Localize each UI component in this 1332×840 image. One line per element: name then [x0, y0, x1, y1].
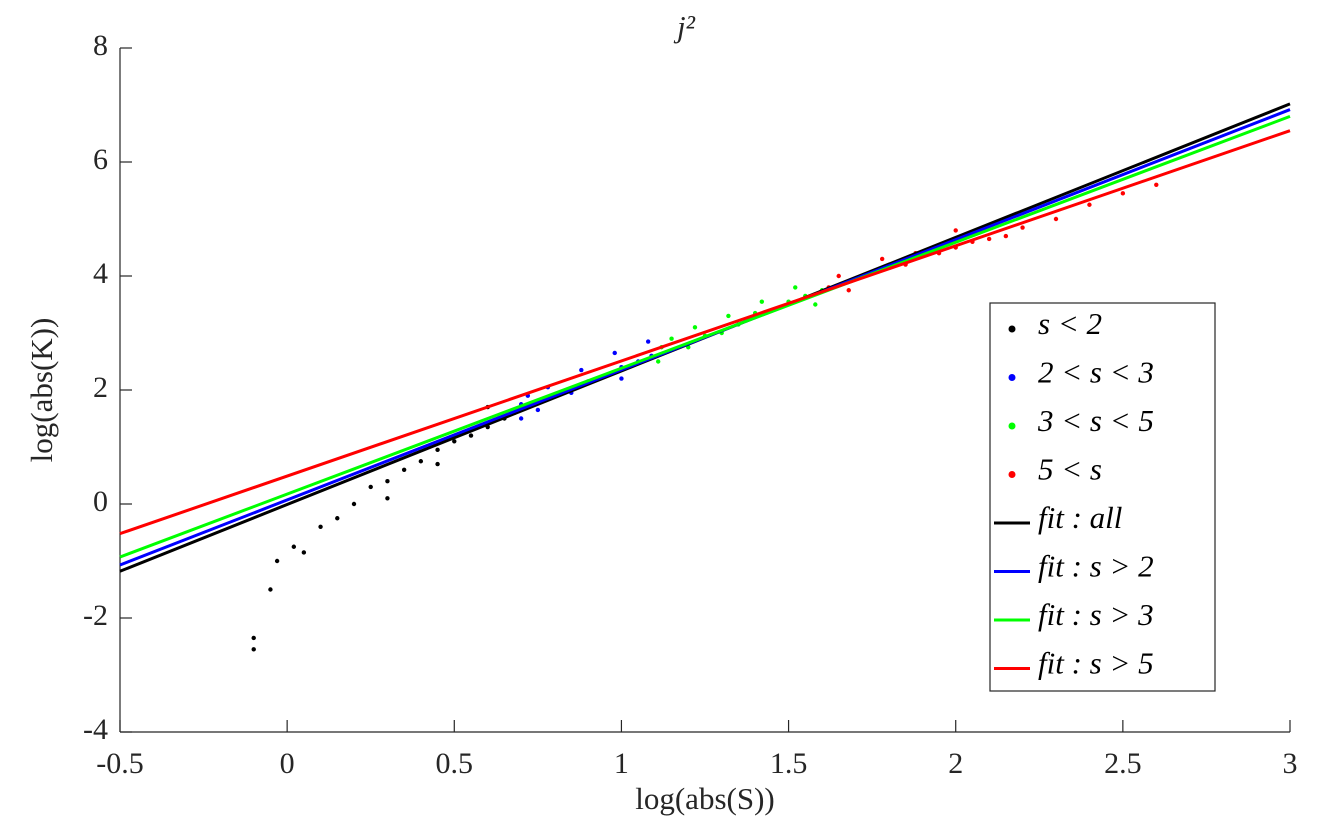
legend-marker	[1008, 422, 1016, 430]
point	[518, 416, 524, 421]
legend-marker	[1008, 471, 1016, 478]
point	[1020, 225, 1025, 230]
point	[368, 484, 373, 490]
point	[612, 350, 617, 356]
point	[401, 467, 407, 472]
point	[1120, 191, 1126, 196]
fit-line	[119, 129, 1291, 536]
point	[535, 407, 541, 413]
point	[793, 285, 798, 290]
point	[953, 228, 958, 233]
point	[385, 479, 390, 484]
x-tick-label: 0	[280, 747, 295, 780]
point	[452, 439, 457, 444]
point	[656, 359, 661, 364]
legend-marker	[1008, 325, 1016, 333]
legend-label: 2 < s < 3	[1038, 355, 1154, 390]
legend-label: fit : s > 3	[1038, 597, 1154, 632]
x-tick-label: 1	[614, 747, 629, 780]
point	[351, 501, 357, 507]
point	[986, 236, 992, 242]
point	[1154, 182, 1159, 187]
point	[579, 367, 584, 373]
point	[435, 447, 440, 453]
point	[846, 288, 851, 293]
point	[1087, 202, 1092, 207]
x-tick-label: -0.5	[96, 747, 144, 780]
point	[645, 339, 651, 344]
point	[879, 256, 885, 262]
point	[268, 587, 273, 592]
point	[318, 524, 323, 529]
point	[468, 433, 474, 438]
x-tick-label: 3	[1283, 747, 1298, 780]
y-tick-label: 4	[93, 257, 108, 290]
legend-box	[989, 302, 1216, 692]
point	[619, 376, 624, 381]
point	[726, 313, 731, 319]
y-tick-label: 6	[93, 143, 108, 176]
y-tick-label: 8	[93, 29, 108, 62]
legend-label: fit : s > 5	[1038, 646, 1154, 681]
point	[251, 635, 256, 641]
x-tick-label: 0.5	[436, 747, 474, 780]
point	[385, 496, 390, 501]
point	[813, 302, 818, 307]
legend-marker	[1008, 374, 1016, 381]
point	[1003, 233, 1009, 239]
legend: s < 2 2 < s < 3 3 < s < 5 5 < s fit : all fit…	[989, 302, 1216, 692]
x-axis-label: log(abs(S))	[635, 781, 774, 816]
point	[759, 299, 765, 304]
point	[418, 459, 424, 464]
point	[692, 325, 698, 330]
point	[301, 550, 307, 555]
legend-label: 5 < s	[1038, 452, 1102, 487]
legend-label: fit : all	[1038, 500, 1122, 535]
y-tick-label: -4	[83, 713, 108, 746]
point	[291, 544, 297, 549]
point	[251, 647, 256, 652]
point	[669, 336, 674, 341]
y-tick-label: -2	[83, 599, 108, 632]
legend-label: 3 < s < 5	[1037, 403, 1154, 438]
point	[836, 273, 841, 279]
point	[1053, 216, 1059, 222]
legend-label: s < 2	[1038, 306, 1102, 341]
y-tick-label: 2	[93, 371, 108, 404]
x-tick-label: 2	[948, 747, 963, 780]
x-tick-label: 1.5	[770, 747, 808, 780]
point	[335, 516, 340, 521]
point	[274, 558, 280, 564]
y-tick-label: 0	[93, 485, 108, 518]
x-tick-label: 2.5	[1104, 747, 1142, 780]
point	[435, 461, 440, 467]
fit-line	[119, 114, 1291, 559]
legend-label: fit : s > 2	[1038, 549, 1154, 584]
chart-title: j²	[673, 9, 696, 44]
y-axis-label: log(abs(K))	[24, 318, 59, 463]
